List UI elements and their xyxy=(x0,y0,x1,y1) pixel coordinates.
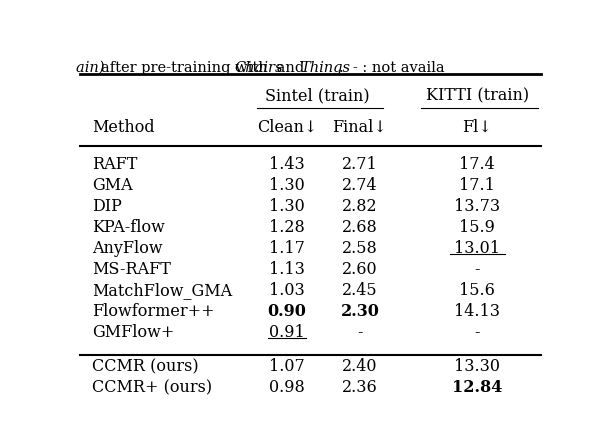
Text: 2.82: 2.82 xyxy=(342,197,378,215)
Text: DIP: DIP xyxy=(92,197,122,215)
Text: 15.6: 15.6 xyxy=(459,282,495,299)
Text: KPA-flow: KPA-flow xyxy=(92,219,165,236)
Text: 1.28: 1.28 xyxy=(269,219,305,236)
Text: ain): ain) xyxy=(76,61,109,75)
Text: and: and xyxy=(272,61,308,75)
Text: 2.45: 2.45 xyxy=(342,282,378,299)
Text: Final↓: Final↓ xyxy=(333,119,387,136)
Text: 1.17: 1.17 xyxy=(269,240,305,257)
Text: 2.71: 2.71 xyxy=(342,155,378,173)
Text: 12.84: 12.84 xyxy=(452,379,502,396)
Text: Fl↓: Fl↓ xyxy=(462,119,492,136)
Text: CCMR+ (ours): CCMR+ (ours) xyxy=(92,379,212,396)
Text: 1.13: 1.13 xyxy=(269,261,305,278)
Text: 2.60: 2.60 xyxy=(342,261,378,278)
Text: 1.30: 1.30 xyxy=(269,177,305,194)
Text: Clean↓: Clean↓ xyxy=(257,119,317,136)
Text: CCMR (ours): CCMR (ours) xyxy=(92,358,199,375)
Text: 13.01: 13.01 xyxy=(454,240,501,257)
Text: .  - : not availa: . - : not availa xyxy=(339,61,445,75)
Text: 0.90: 0.90 xyxy=(268,303,307,320)
Text: -: - xyxy=(474,324,480,341)
Text: 1.30: 1.30 xyxy=(269,197,305,215)
Text: 2.30: 2.30 xyxy=(341,303,379,320)
Text: GMFlow+: GMFlow+ xyxy=(92,324,175,341)
Text: 0.91: 0.91 xyxy=(269,324,305,341)
Text: 2.74: 2.74 xyxy=(342,177,378,194)
Text: 2.36: 2.36 xyxy=(342,379,378,396)
Text: 1.03: 1.03 xyxy=(269,282,305,299)
Text: Chairs: Chairs xyxy=(235,61,283,75)
Text: Things: Things xyxy=(301,61,350,75)
Text: -: - xyxy=(357,324,362,341)
Text: 2.58: 2.58 xyxy=(342,240,378,257)
Text: 1.43: 1.43 xyxy=(269,155,305,173)
Text: 2.40: 2.40 xyxy=(342,358,378,375)
Text: 13.30: 13.30 xyxy=(454,358,501,375)
Text: 0.98: 0.98 xyxy=(269,379,305,396)
Text: Flowformer++: Flowformer++ xyxy=(92,303,215,320)
Text: GMA: GMA xyxy=(92,177,133,194)
Text: 17.1: 17.1 xyxy=(459,177,495,194)
Text: 15.9: 15.9 xyxy=(459,219,495,236)
Text: AnyFlow: AnyFlow xyxy=(92,240,163,257)
Text: 14.13: 14.13 xyxy=(454,303,501,320)
Text: after pre-training with: after pre-training with xyxy=(101,61,273,75)
Text: KITTI (train): KITTI (train) xyxy=(426,88,529,105)
Text: RAFT: RAFT xyxy=(92,155,138,173)
Text: Sintel (train): Sintel (train) xyxy=(265,88,370,105)
Text: 17.4: 17.4 xyxy=(459,155,495,173)
Text: MatchFlow_GMA: MatchFlow_GMA xyxy=(92,282,232,299)
Text: 2.68: 2.68 xyxy=(342,219,378,236)
Text: 1.07: 1.07 xyxy=(269,358,305,375)
Text: Method: Method xyxy=(92,119,155,136)
Text: -: - xyxy=(474,261,480,278)
Text: MS-RAFT: MS-RAFT xyxy=(92,261,171,278)
Text: 13.73: 13.73 xyxy=(454,197,501,215)
